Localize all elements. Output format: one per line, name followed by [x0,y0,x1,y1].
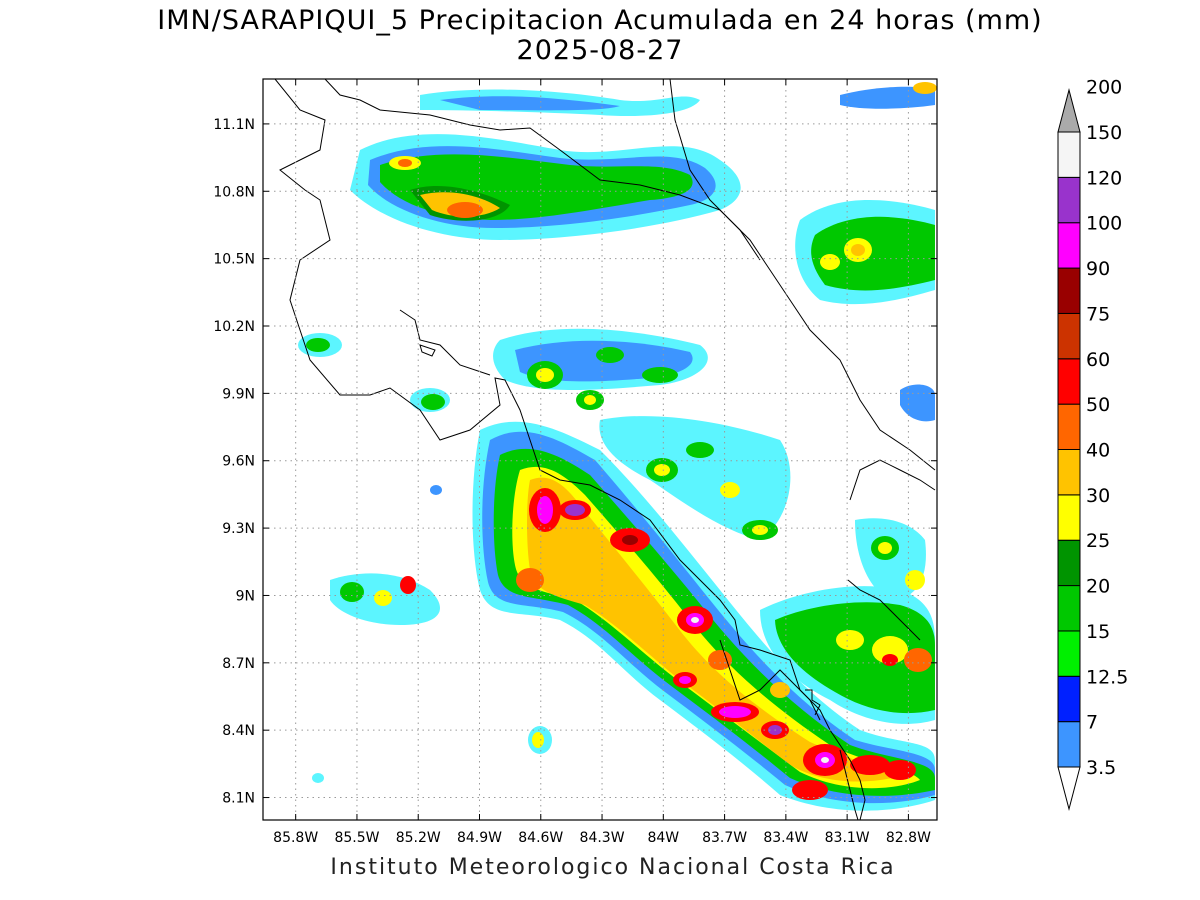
map-grid [263,79,937,820]
colorbar-swatch [1057,539,1081,587]
lat-tick-label: 8.4N [222,723,255,739]
colorbar-label: 150 [1086,122,1122,144]
colorbar-label: 15 [1086,621,1110,643]
colorbar-label: 120 [1086,167,1122,189]
lat-tick-label: 10.5N [213,252,255,268]
lon-tick-label: 85.2W [396,830,441,846]
coastlines [274,79,936,820]
colorbar-swatch [1057,630,1081,677]
map-date: 2025-08-27 [516,35,684,66]
colorbar: 3.5 7 12.5 15 20 25 30 40 50 60 75 90 100 120 150 200 [1057,77,1128,811]
colorbar-swatch [1057,449,1081,496]
lat-tick-label: 8.7N [222,656,255,672]
rain-band-north [350,82,937,240]
map-frame [262,78,938,821]
lon-tick-label: 82.8W [886,830,931,846]
rain-cells-east [795,200,935,422]
lon-tick-label: 84.9W [457,830,502,846]
colorbar-label: 20 [1086,576,1110,598]
lon-tick-label: 84W [647,830,679,846]
lon-tick-label: 84.6W [518,830,563,846]
colorbar-arrow-bottom [1057,766,1081,811]
lon-tick-label: 85.8W [273,830,318,846]
colorbar-label: 25 [1086,530,1110,552]
lat-tick-label: 9.9N [222,386,255,402]
colorbar-label: 60 [1086,349,1110,371]
precipitation-field [298,82,937,811]
lat-tick-label: 11.1N [213,117,255,133]
colorbar-label: 100 [1086,213,1122,235]
colorbar-swatch [1057,585,1081,632]
colorbar-label: 75 [1086,303,1110,325]
colorbar-label: 40 [1086,440,1110,462]
colorbar-label: 12.5 [1086,666,1128,688]
map-title: IMN/SARAPIQUI_5 Precipitacion Acumulada … [157,5,1043,36]
lon-tick-label: 83.7W [702,830,747,846]
lat-tick-label: 10.8N [213,184,255,200]
colorbar-arrow-top [1057,88,1081,133]
colorbar-swatch [1057,403,1081,450]
colorbar-swatch [1057,222,1081,269]
colorbar-swatch [1057,721,1081,768]
rain-cells-west [312,485,552,783]
rain-band-main [472,421,935,811]
lat-tick-label: 9.3N [222,521,255,537]
institution-footer: Instituto Meteorologico Nacional Costa R… [330,855,896,880]
colorbar-label: 3.5 [1086,757,1116,779]
colorbar-swatch [1057,176,1081,224]
lon-tick-label: 84.3W [580,830,625,846]
lon-tick-label: 85.5W [334,830,379,846]
colorbar-label: 30 [1086,485,1110,507]
colorbar-swatch [1057,312,1081,360]
colorbar-swatch [1057,494,1081,541]
map-axes: 85.8W 85.5W 85.2W 84.9W 84.6W 84.3W 84W 83.7W 83… [213,79,937,846]
lon-tick-label: 83.1W [825,830,870,846]
lon-tick-label: 83.4W [763,830,808,846]
colorbar-label: 90 [1086,258,1110,280]
colorbar-label: 50 [1086,394,1110,416]
colorbar-swatch [1057,358,1081,405]
lat-tick-label: 9.6N [222,454,255,470]
colorbar-label: 7 [1086,712,1098,734]
colorbar-label: 200 [1086,77,1122,99]
lat-tick-label: 10.2N [213,319,255,335]
colorbar-swatch [1057,267,1081,314]
rain-cells-central [298,328,791,540]
colorbar-swatch [1057,131,1081,178]
lat-tick-label: 8.1N [222,791,255,807]
colorbar-swatch [1057,675,1081,723]
lat-tick-label: 9N [236,588,255,604]
